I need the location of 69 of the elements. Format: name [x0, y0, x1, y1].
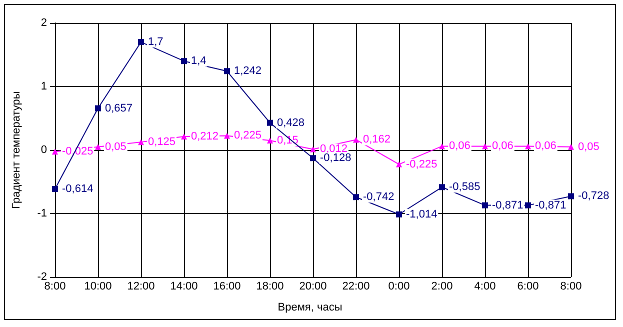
- data-label: 1,242: [234, 65, 262, 78]
- point: [568, 144, 574, 150]
- point: [224, 132, 230, 139]
- y-tick-label: 1: [40, 80, 47, 92]
- data-label: -0,225: [406, 158, 438, 170]
- data-label: -0,614: [62, 182, 94, 195]
- data-label: -0,585: [449, 181, 480, 194]
- data-label: 0,06: [535, 140, 556, 152]
- y-tick-label: -1: [37, 208, 47, 220]
- data-label: 0,06: [449, 140, 470, 152]
- point: [568, 193, 574, 200]
- x-tick-label: 14:00: [170, 280, 198, 292]
- x-tick-label: 8:00: [44, 280, 66, 292]
- data-label: 0,06: [492, 140, 514, 152]
- data-label: 0,657: [105, 102, 133, 114]
- data-label: -0,871: [535, 199, 566, 212]
- point: [52, 186, 58, 192]
- x-tick-label: 20:00: [299, 280, 327, 292]
- point: [310, 155, 316, 162]
- y-tick-label: 0: [40, 144, 47, 156]
- point: [181, 134, 187, 140]
- x-tick-label: 6:00: [517, 280, 539, 292]
- y-tick-label: -2: [37, 271, 47, 283]
- point: [482, 202, 488, 208]
- data-label: 0,212: [191, 130, 219, 143]
- data-label: 1,4: [191, 55, 206, 68]
- point: [525, 143, 531, 150]
- point: [525, 202, 531, 208]
- point: [95, 105, 101, 112]
- x-axis-title: Время, часы: [278, 302, 342, 314]
- data-label: -0,128: [320, 152, 352, 164]
- point: [439, 184, 445, 190]
- x-tick-label: 12:00: [127, 280, 155, 292]
- point: [353, 136, 359, 143]
- data-label: 1,7: [148, 36, 164, 48]
- point: [396, 211, 402, 218]
- point: [95, 144, 101, 150]
- data-label: -0,742: [363, 191, 394, 204]
- data-label: -0,871: [492, 199, 524, 212]
- data-label: -0,728: [578, 190, 610, 202]
- x-tick-label: 16:00: [213, 280, 241, 292]
- y-axis-title: Градиент температуры: [10, 91, 22, 209]
- point: [224, 68, 230, 74]
- y-tick-label: 2: [40, 17, 47, 29]
- data-label: 0,05: [105, 140, 126, 153]
- x-tick-label: 8:00: [560, 280, 582, 292]
- data-label: 0,162: [363, 134, 391, 146]
- point: [482, 143, 488, 150]
- x-tick-label: 18:00: [256, 280, 284, 292]
- point: [267, 137, 273, 144]
- x-tick-label: 10:00: [84, 280, 112, 292]
- data-label: 0,428: [277, 116, 305, 129]
- point: [138, 39, 144, 46]
- point: [396, 161, 402, 168]
- point: [181, 58, 187, 64]
- x-tick-label: 2:00: [431, 280, 453, 292]
- x-tick-label: 22:00: [342, 280, 370, 292]
- point: [138, 139, 144, 146]
- point: [267, 120, 273, 126]
- point: [310, 146, 316, 152]
- data-label: 0,225: [234, 130, 262, 142]
- data-label: 0,05: [578, 140, 600, 153]
- point: [353, 194, 359, 200]
- data-label: 0,125: [148, 136, 176, 148]
- point: [52, 148, 58, 155]
- data-label: -1,014: [406, 208, 438, 220]
- x-tick-label: 0:00: [388, 280, 410, 292]
- x-tick-label: 4:00: [474, 280, 496, 292]
- point: [439, 143, 445, 150]
